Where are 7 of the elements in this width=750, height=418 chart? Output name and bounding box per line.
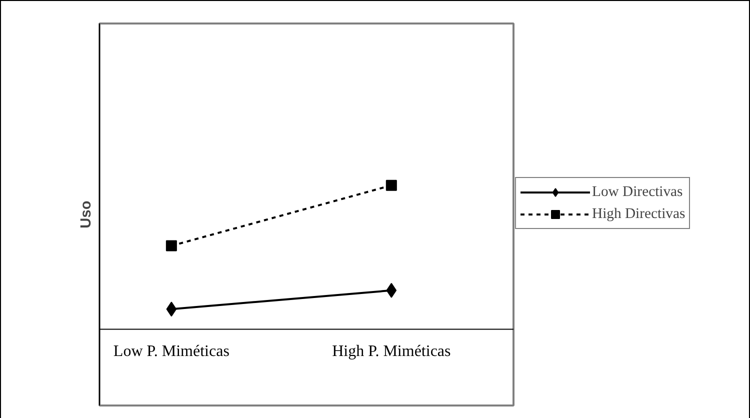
point (386, 180, 397, 191)
x-tick-label: Low P. Miméticas (113, 343, 230, 360)
legend-label: High Directivas (592, 206, 686, 222)
x-tick-label: High P. Miméticas (332, 343, 451, 360)
point (166, 240, 177, 252)
legend-label: Low Directivas (592, 184, 683, 200)
y-axis-title: Uso (78, 200, 94, 228)
